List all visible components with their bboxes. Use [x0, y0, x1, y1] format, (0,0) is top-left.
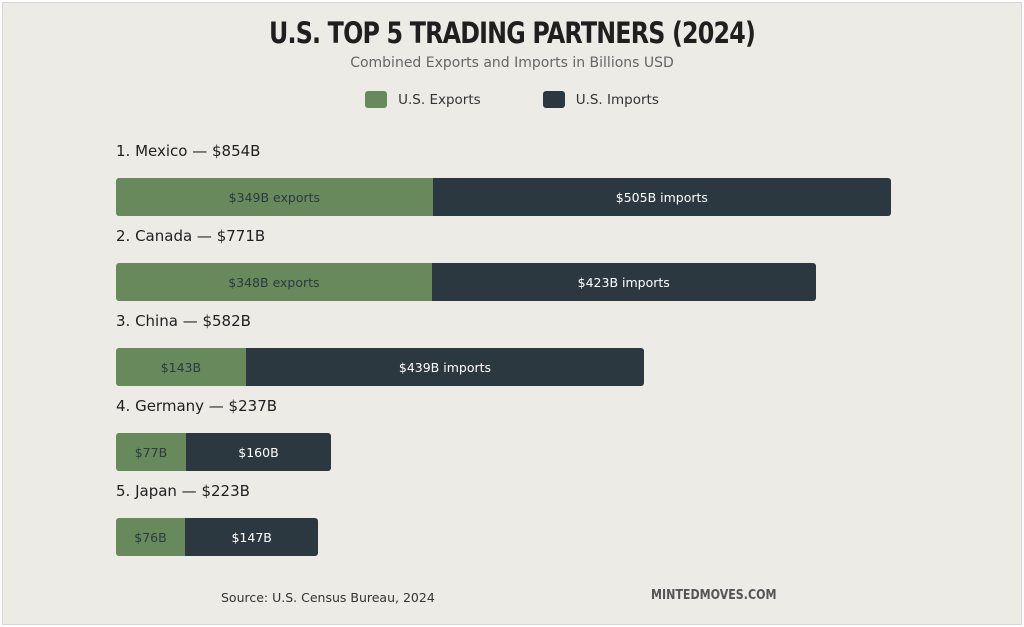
row-label-mexico: 1. Mexico — $854B [116, 142, 261, 160]
bar-imports-canada: $423B imports [431, 263, 816, 301]
row-label-japan: 5. Japan — $223B [116, 482, 250, 500]
bar-imports-china: $439B imports [245, 348, 645, 386]
row-label-germany: 4. Germany — $237B [116, 397, 278, 415]
legend-swatch-imports [542, 91, 565, 108]
legend-label-exports: U.S. Exports [398, 91, 481, 108]
bar-imports-mexico: $505B imports [432, 178, 891, 216]
bar-exports-germany: $77B [116, 433, 186, 471]
bar-exports-japan: $76B [116, 518, 185, 556]
chart-subtitle: Combined Exports and Imports in Billions… [350, 55, 674, 71]
bar-imports-germany: $160B [185, 433, 332, 471]
chart-title: U.S. TOP 5 TRADING PARTNERS (2024) [268, 16, 756, 50]
legend-item-imports: U.S. Imports [542, 91, 659, 108]
bar-exports-canada: $348B exports [116, 263, 432, 301]
legend-label-imports: U.S. Imports [575, 91, 659, 108]
brand-logo: MINTEDMOVES.COM [651, 588, 777, 603]
row-label-canada: 2. Canada — $771B [116, 227, 266, 245]
source-note: Source: U.S. Census Bureau, 2024 [221, 590, 435, 605]
legend: U.S. Exports U.S. Imports [0, 91, 1024, 108]
legend-swatch-exports [365, 91, 388, 108]
bar-exports-china: $143B [116, 348, 246, 386]
row-label-china: 3. China — $582B [116, 312, 251, 330]
legend-item-exports: U.S. Exports [365, 91, 481, 108]
bar-exports-mexico: $349B exports [116, 178, 433, 216]
bar-imports-japan: $147B [184, 518, 319, 556]
